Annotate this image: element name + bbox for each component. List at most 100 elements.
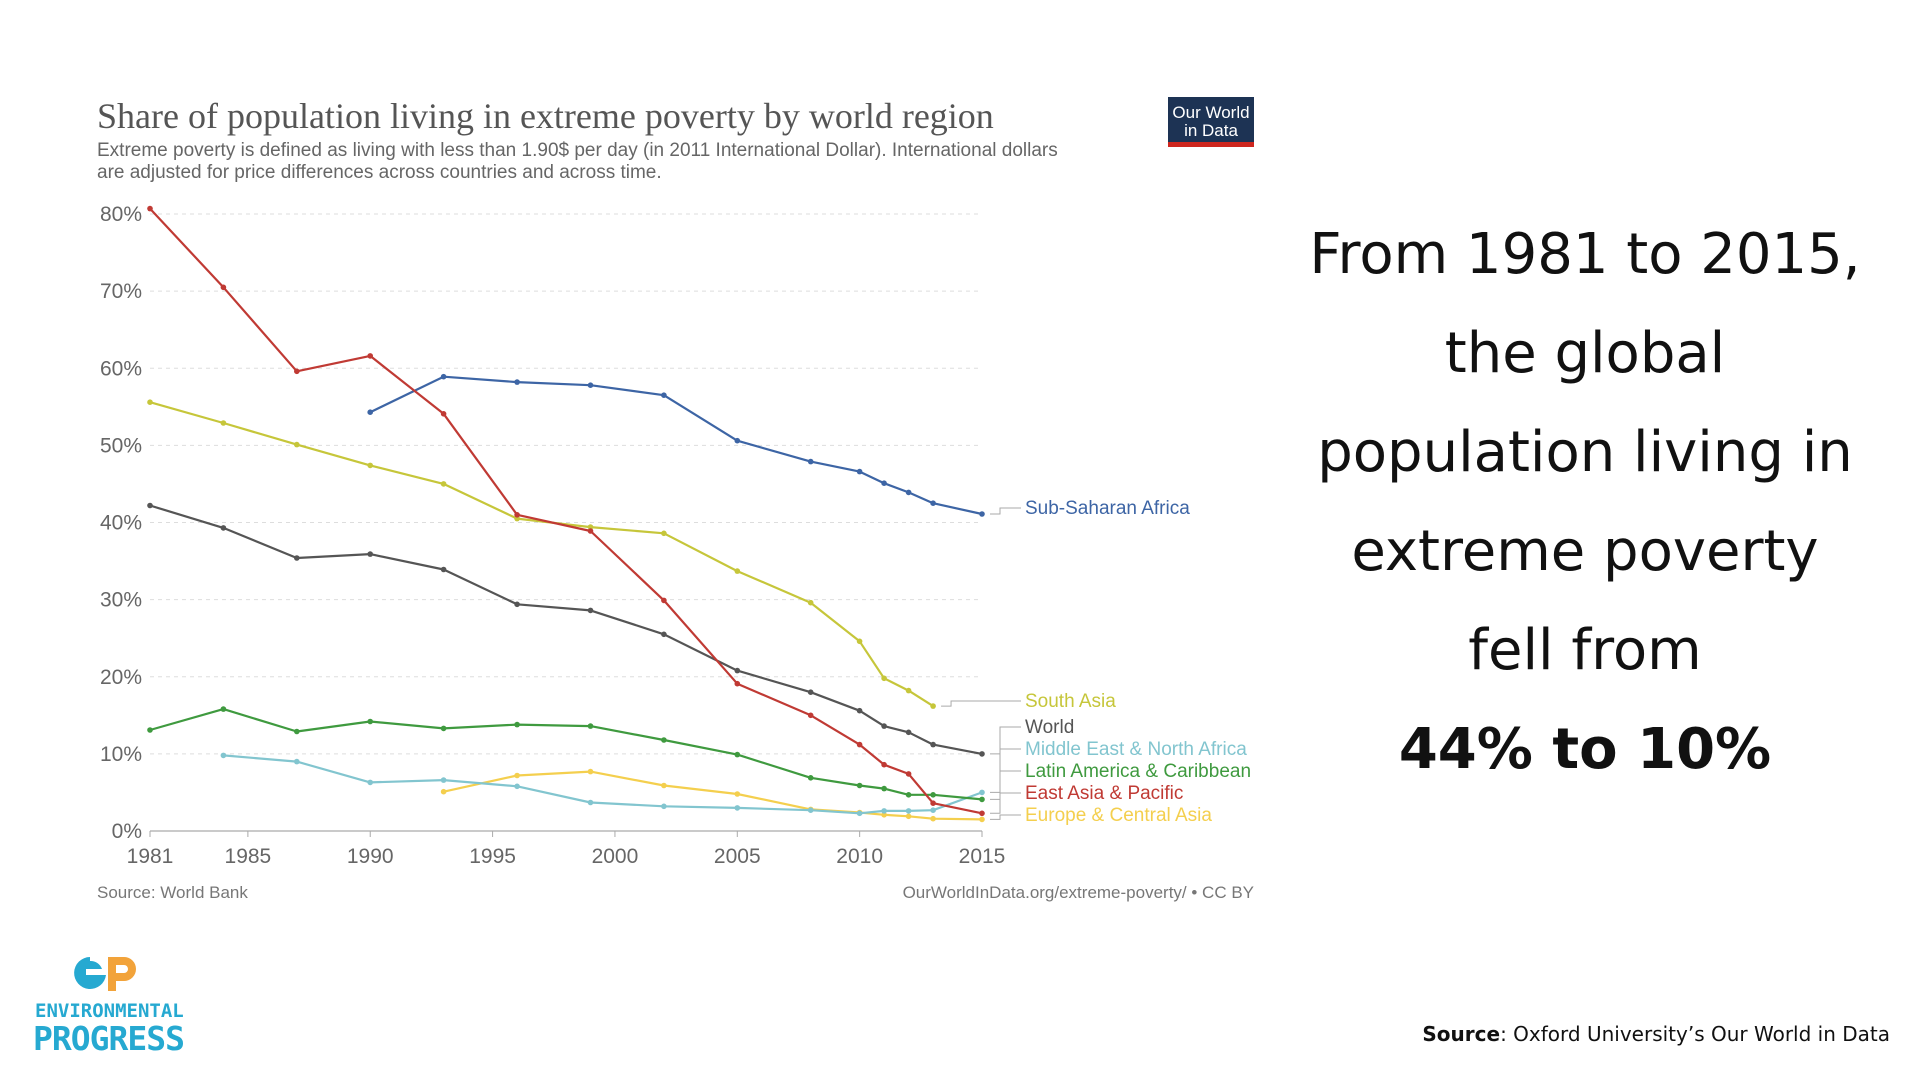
headline-line-3: population living in (1317, 420, 1853, 485)
data-point-latin-america-and-caribbean (905, 792, 912, 798)
x-tick-label: 1990 (347, 845, 394, 868)
headline-line-5: fell from (1468, 618, 1702, 683)
data-point-world (734, 667, 741, 674)
data-point-latin-america-and-caribbean (440, 725, 447, 732)
data-point-middle-east-and-north-africa (367, 779, 374, 786)
series-label-latin-america-and-caribbean: Latin America & Caribbean (1025, 761, 1251, 782)
data-point-east-asia-and-pacific (514, 512, 520, 518)
data-point-east-asia-and-pacific (856, 741, 863, 748)
data-point-middle-east-and-north-africa (807, 807, 814, 813)
data-point-south-asia (905, 687, 912, 694)
data-point-world (587, 607, 594, 614)
data-point-east-asia-and-pacific (734, 680, 741, 687)
data-point-world (367, 551, 374, 557)
data-point-south-asia (734, 568, 741, 574)
source-note: Source: Oxford University’s Our World in… (1422, 1022, 1890, 1046)
x-tick-label: 2015 (959, 845, 1006, 868)
data-point-middle-east-and-north-africa (979, 789, 985, 796)
data-point-east-asia-and-pacific (367, 353, 374, 359)
data-point-sub-saharan-africa (734, 437, 741, 444)
data-point-world (930, 741, 936, 748)
data-point-east-asia-and-pacific (147, 205, 153, 212)
x-tick-label: 2000 (592, 845, 639, 868)
data-point-world (905, 729, 912, 736)
series-line-east-asia-and-pacific (149, 207, 983, 815)
series-label-sub-saharan-africa: Sub-Saharan Africa (1025, 498, 1190, 519)
data-point-sub-saharan-africa (856, 468, 863, 475)
axis-ticks: 0% 10% 20% 30% 40% 50% 60% 70% 80% 1981 1985 1990 19… (100, 203, 1005, 868)
data-point-latin-america-and-caribbean (367, 718, 374, 725)
data-point-sub-saharan-africa (440, 373, 447, 380)
data-point-latin-america-and-caribbean (930, 792, 936, 798)
data-point-europe-and-central-asia (440, 788, 447, 795)
series-label-south-asia: South Asia (1025, 691, 1116, 712)
data-point-world (514, 601, 520, 608)
data-point-east-asia-and-pacific (979, 810, 985, 817)
y-tick-label: 40% (100, 512, 142, 535)
data-point-middle-east-and-north-africa (514, 783, 520, 790)
leader-line-sub-saharan-africa (990, 507, 1021, 515)
data-point-east-asia-and-pacific (807, 712, 814, 719)
y-tick-label: 30% (100, 589, 142, 612)
chart-subtitle-line-2: are adjusted for price differences acros… (97, 162, 662, 183)
data-point-south-asia (294, 441, 300, 448)
data-point-latin-america-and-caribbean (220, 706, 227, 712)
data-point-europe-and-central-asia (734, 791, 741, 797)
data-point-world (220, 525, 227, 531)
series-line-sub-saharan-africa (369, 375, 983, 516)
data-point-south-asia (881, 675, 887, 682)
y-tick-label: 60% (100, 357, 142, 380)
data-point-sub-saharan-africa (807, 458, 814, 465)
data-point-east-asia-and-pacific (930, 800, 936, 806)
data-point-middle-east-and-north-africa (881, 808, 887, 814)
data-point-middle-east-and-north-africa (856, 810, 863, 817)
data-point-east-asia-and-pacific (905, 771, 912, 777)
data-point-europe-and-central-asia (905, 813, 912, 820)
series-labels: Sub-Saharan Africa South Asia WorldMiddle … (941, 498, 1251, 826)
owid-logo-box (1168, 97, 1254, 142)
ep-logo-mark-icon (74, 957, 136, 991)
ep-logo-line-1: ENVIRONMENTAL (35, 1000, 184, 1022)
owid-logo-line-1: Our World (1172, 103, 1249, 122)
data-point-south-asia (147, 399, 153, 406)
y-tick-label: 70% (100, 280, 142, 303)
leader-line-east-asia-and-pacific (990, 792, 1021, 814)
data-point-sub-saharan-africa (905, 489, 912, 496)
data-point-east-asia-and-pacific (220, 284, 227, 291)
data-point-south-asia (367, 462, 374, 469)
headline: From 1981 to 2015, the global population… (1295, 205, 1875, 799)
data-point-world (881, 723, 887, 729)
data-point-sub-saharan-africa (661, 392, 667, 399)
data-point-latin-america-and-caribbean (661, 737, 667, 743)
leader-line-europe-and-central-asia (990, 814, 1021, 820)
data-point-south-asia (587, 524, 594, 530)
headline-line-2: the global (1444, 321, 1726, 386)
data-point-world (440, 566, 447, 573)
data-point-world (661, 631, 667, 638)
data-point-world (856, 707, 863, 714)
data-point-europe-and-central-asia (979, 816, 985, 823)
series-label-europe-and-central-asia: Europe & Central Asia (1025, 805, 1212, 826)
ep-logo-p-shape (108, 957, 136, 991)
data-point-south-asia (440, 481, 447, 487)
data-point-sub-saharan-africa (930, 500, 936, 507)
data-point-latin-america-and-caribbean (979, 796, 985, 803)
poverty-chart: Share of population living in extreme po… (97, 96, 1254, 902)
x-tick-label: 1985 (225, 845, 272, 868)
data-point-latin-america-and-caribbean (587, 723, 594, 729)
data-point-middle-east-and-north-africa (661, 803, 667, 810)
data-point-south-asia (807, 599, 814, 606)
data-point-east-asia-and-pacific (587, 528, 594, 534)
data-point-latin-america-and-caribbean (147, 727, 153, 733)
data-point-east-asia-and-pacific (440, 411, 447, 417)
y-tick-label: 50% (100, 434, 142, 457)
data-point-south-asia (220, 420, 227, 426)
x-tick-label: 2005 (714, 845, 761, 868)
data-point-south-asia (930, 703, 936, 709)
x-tick-label: 2010 (836, 845, 883, 868)
data-point-south-asia (856, 638, 863, 645)
y-tick-label: 20% (100, 666, 142, 689)
data-point-south-asia (661, 530, 667, 537)
data-point-east-asia-and-pacific (661, 597, 667, 604)
data-point-world (807, 689, 814, 695)
